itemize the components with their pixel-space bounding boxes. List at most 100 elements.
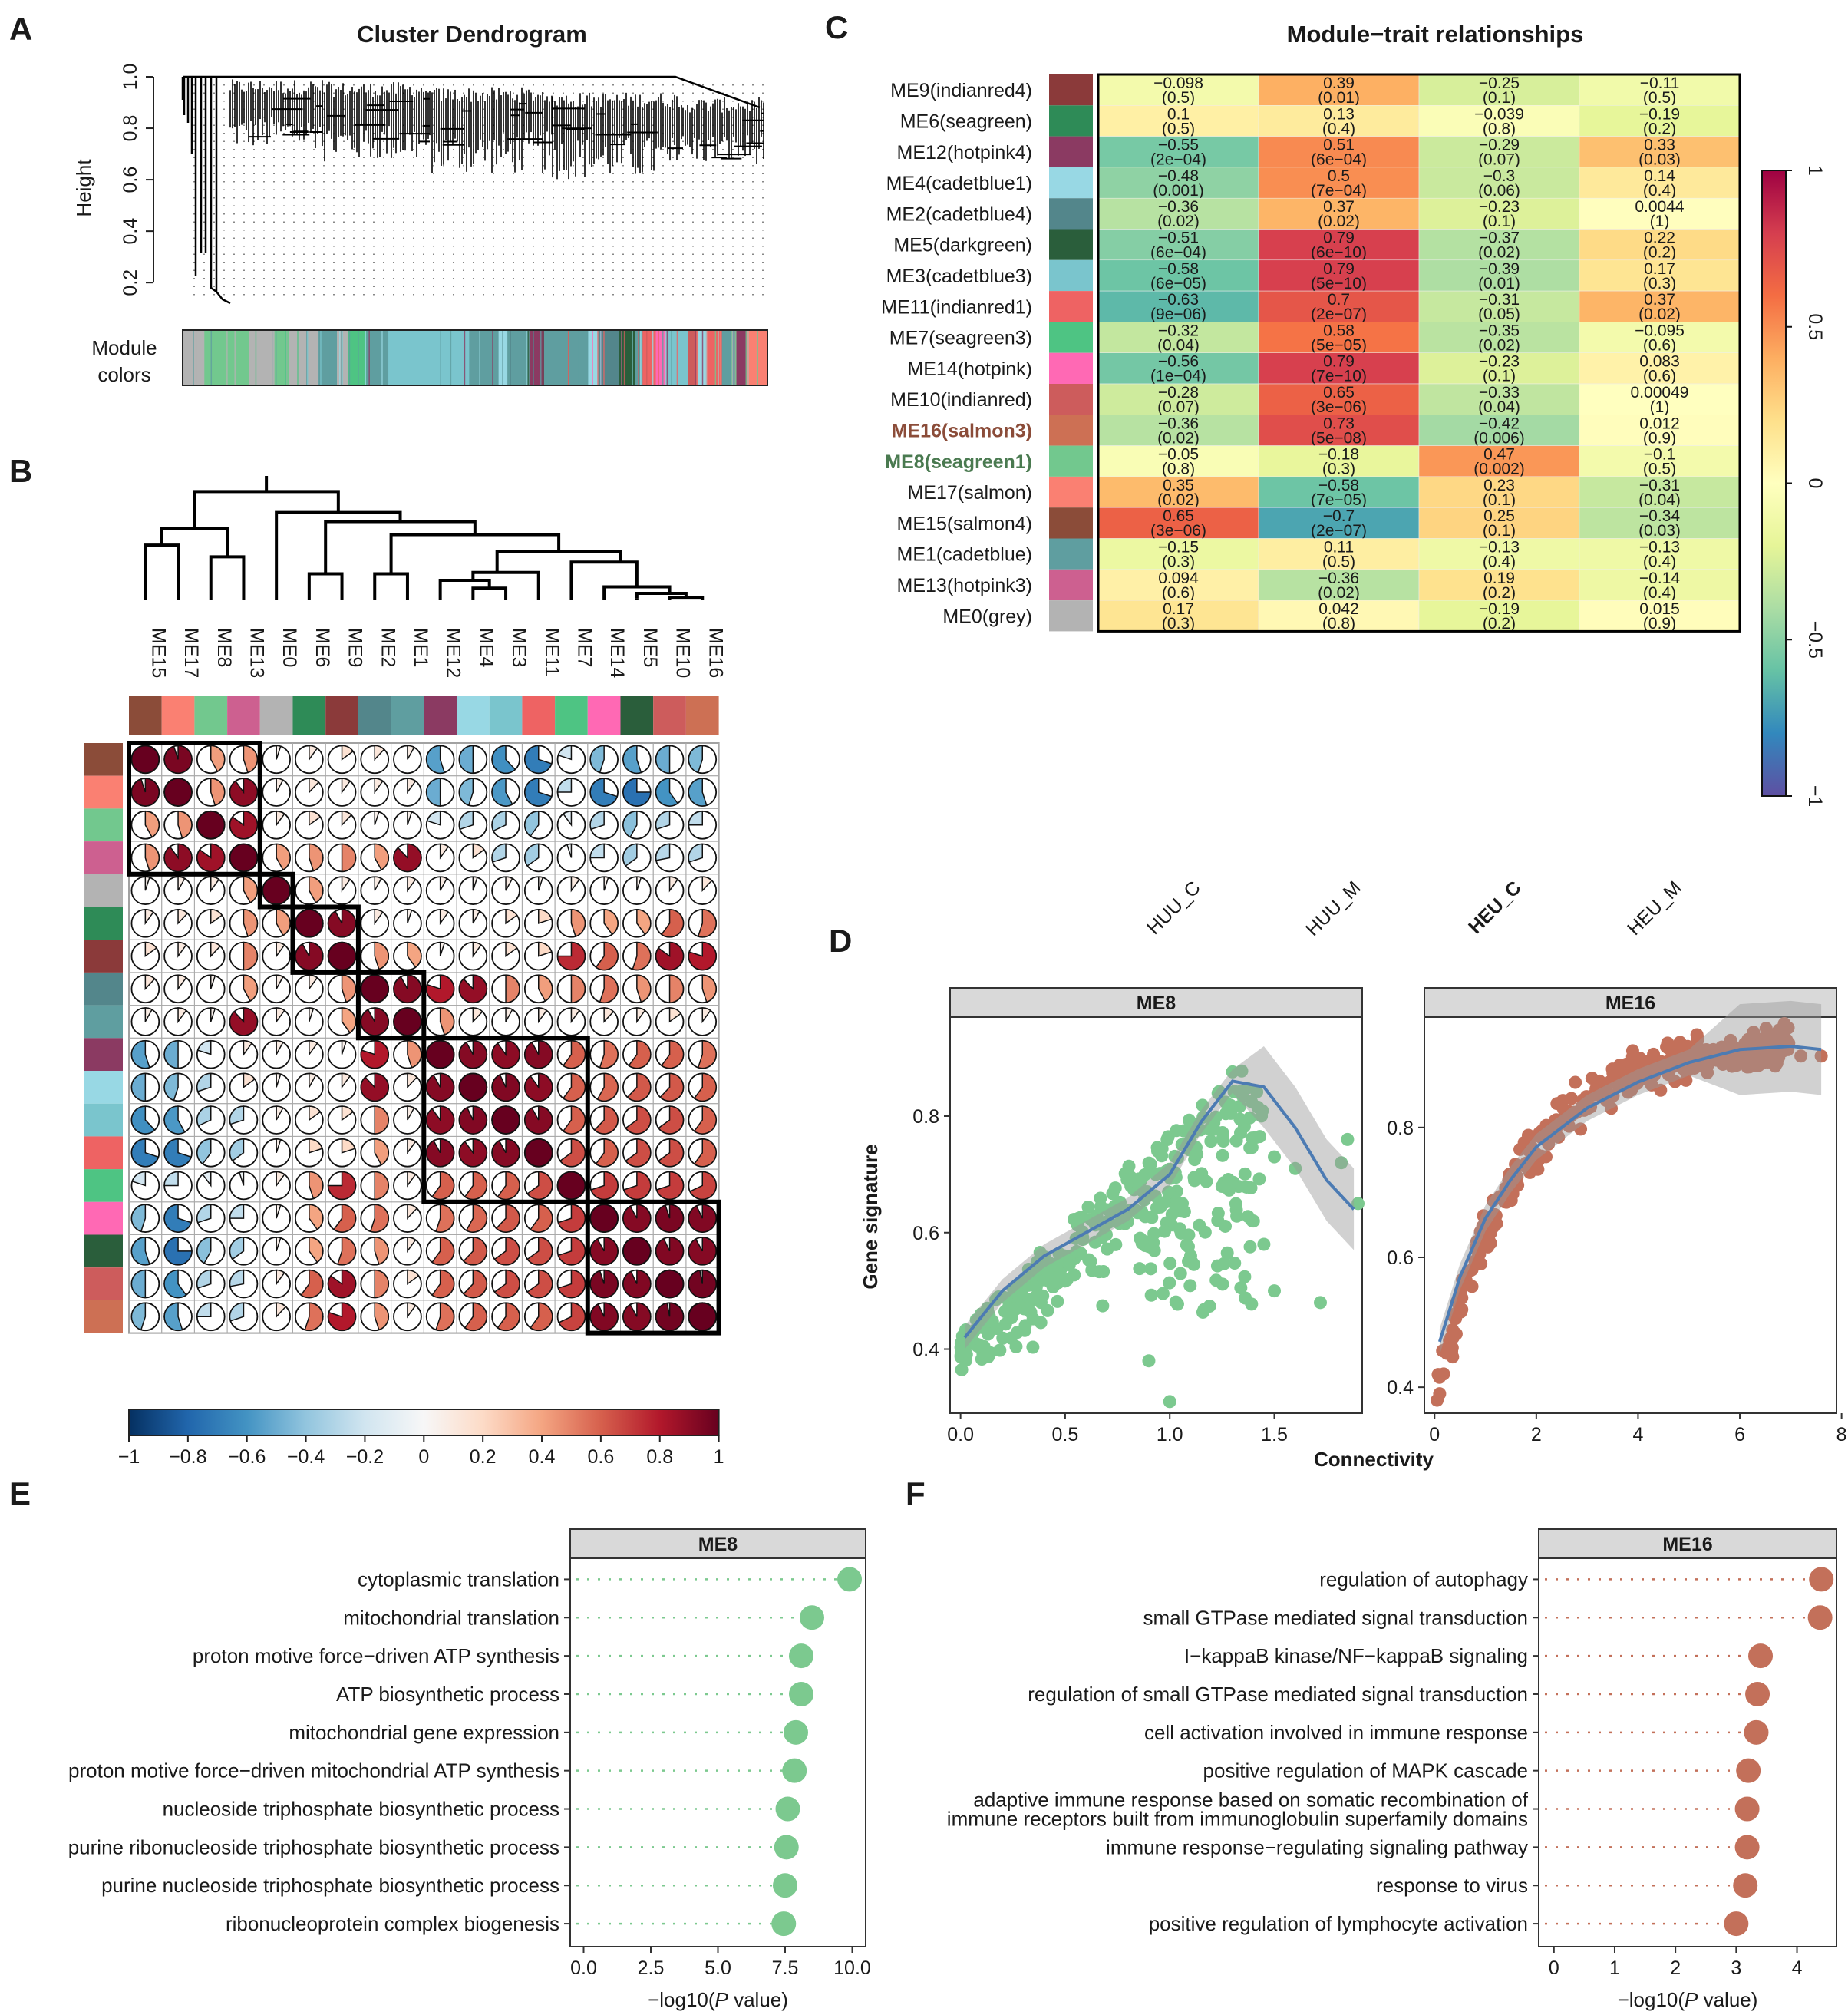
adjacency-colorbar-tick-label: −0.8 [169, 1446, 206, 1468]
adjacency-pie [491, 811, 507, 832]
trait-cell-pvalue: (0.03) [1638, 522, 1681, 540]
trait-cell [1579, 569, 1741, 601]
adjacency-row-color [84, 874, 123, 907]
adjacency-column-color [489, 696, 523, 735]
adjacency-pie [688, 1302, 718, 1332]
scatter-me16-confidence-band [1439, 1000, 1822, 1355]
trait-cell-correlation: 0.33 [1644, 137, 1675, 154]
go-me8-x-tick-label: 5.0 [705, 1957, 731, 1979]
trait-cell [1579, 74, 1741, 106]
adjacency-pie [693, 1072, 717, 1102]
go-me16-label: F [906, 1475, 926, 1511]
adjacency-row-color [84, 743, 123, 776]
adjacency-column-label: ME5 [639, 628, 661, 667]
trait-cell-correlation: 0.65 [1163, 507, 1194, 525]
scatter-me8-point [1051, 1276, 1065, 1290]
adjacency-pie [341, 974, 357, 1003]
go-me8-strip [569, 1528, 866, 1559]
trait-cell [1097, 383, 1259, 415]
adjacency-pie [309, 1072, 317, 1088]
trait-cell-pvalue: (1) [1650, 398, 1670, 416]
scatter-me16-point [1484, 1226, 1498, 1240]
adjacency-pie [341, 1105, 355, 1121]
go-me8-title: ME8 [698, 1534, 738, 1555]
eigengene-dendrogram-branch [635, 592, 688, 599]
adjacency-pie [196, 1138, 212, 1165]
adjacency-pie [177, 941, 187, 958]
trait-cell [1097, 259, 1259, 292]
trait-cell [1579, 600, 1741, 632]
adjacency-pie [472, 909, 481, 924]
adjacency-column-label: ME1 [410, 628, 431, 667]
adjacency-pie [562, 1072, 586, 1102]
adjacency-pie [439, 909, 450, 926]
adjacency-pie [458, 1039, 488, 1069]
scatter-me8-point [1169, 1200, 1183, 1214]
adjacency-pie [374, 1269, 389, 1299]
adjacency-row-color [84, 907, 123, 940]
go-me16-x-axis-label-suffix: value) [1698, 1988, 1757, 2011]
adjacency-pie [538, 876, 544, 891]
adjacency-pie [374, 909, 384, 926]
adjacency-column-color [129, 696, 162, 735]
module-color-bar [182, 329, 768, 386]
trait-cell-correlation: −0.1 [1644, 446, 1675, 464]
trait-cell [1418, 445, 1580, 477]
trait-cell [1258, 229, 1420, 261]
trait-row-color [1049, 167, 1093, 199]
scatter-me8-x-tick-label: 1.0 [1157, 1424, 1183, 1445]
trait-colorbar-tick-label: 0.5 [1804, 313, 1826, 340]
scatter-me8-point [1219, 1107, 1233, 1121]
trait-cell-correlation: 0.1 [1167, 105, 1190, 123]
scatter-me8-point [1157, 1224, 1171, 1238]
trait-cell [1097, 476, 1259, 508]
adjacency-pie [163, 1204, 193, 1233]
trait-row-label: ME17(salmon) [907, 482, 1032, 504]
adjacency-pie [505, 1007, 513, 1022]
adjacency-pie [493, 1237, 520, 1266]
trait-cell-correlation: 0.79 [1323, 260, 1355, 278]
scatter-me8-point [1036, 1289, 1050, 1303]
adjacency-pie [524, 1072, 553, 1102]
module-color-stripe [671, 330, 672, 385]
dendrogram-y-tick-label: 0.4 [120, 218, 141, 245]
trait-cell-pvalue: (0.05) [1478, 306, 1520, 323]
adjacency-pie [524, 1039, 553, 1069]
trait-cell-pvalue: (0.4) [1483, 553, 1516, 571]
adjacency-pie [472, 843, 485, 859]
scatter-me8-point [1096, 1299, 1110, 1313]
adjacency-pie [464, 1171, 488, 1201]
module-color-stripe [662, 330, 664, 385]
trait-cell-correlation: −0.039 [1474, 105, 1524, 123]
scatter-me8-point [1233, 1099, 1246, 1113]
scatter-me16-x-tick-label: 8 [1836, 1424, 1847, 1445]
trait-cell-pvalue: (0.2) [1483, 615, 1516, 633]
scatter-me8-point [1233, 1112, 1247, 1126]
adjacency-pie [407, 909, 413, 924]
trait-cell [1258, 445, 1420, 477]
scatter-me8-x-tick-label: 0.0 [947, 1424, 974, 1445]
go-me8-x-tick-label: 10.0 [833, 1957, 871, 1979]
adjacency-column-color [259, 696, 293, 735]
trait-row-label: ME10(indianred) [890, 389, 1032, 411]
adjacency-pie [229, 1007, 259, 1036]
trait-row-label: ME14(hotpink) [907, 358, 1032, 380]
adjacency-pie [524, 1105, 553, 1135]
scatter-me8-point [1220, 1246, 1234, 1260]
trait-heatmap: ME9(indianred4) −0.098(0.5)0.39(0.01)−0.2… [881, 73, 1741, 633]
adjacency-pie [439, 876, 448, 891]
scatter-me8-point [1196, 1098, 1209, 1112]
adjacency-pie [374, 778, 384, 794]
module-color-stripe [320, 330, 322, 385]
adjacency-pie [464, 1302, 488, 1331]
scatter-me8-title: ME8 [1137, 993, 1176, 1014]
trait-cell [1258, 290, 1420, 322]
adjacency-pie [341, 1138, 356, 1154]
scatter-me8-point [1155, 1142, 1169, 1156]
adjacency-pie [229, 843, 259, 873]
trait-row-color [1049, 507, 1093, 539]
adjacency-column-color [292, 696, 326, 735]
trait-cell-pvalue: (0.9) [1643, 429, 1676, 447]
scatter-me8-point [1268, 1284, 1282, 1298]
adjacency-pie [210, 778, 226, 807]
